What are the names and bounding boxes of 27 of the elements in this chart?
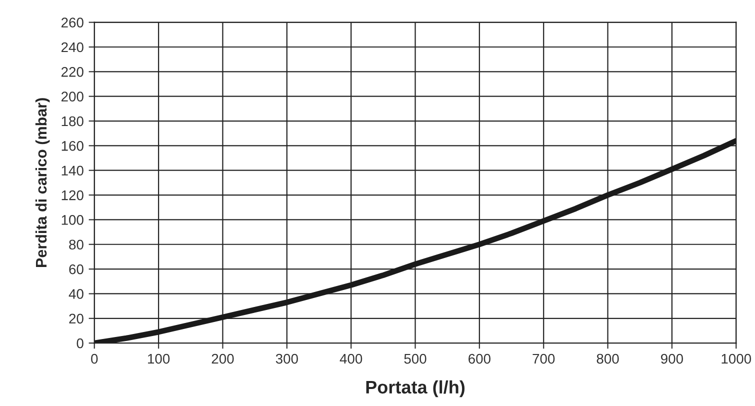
x-tick-label: 900 — [661, 354, 683, 364]
y-tick-label: 120 — [62, 190, 84, 200]
x-tick-label: 400 — [340, 354, 362, 364]
x-tick-label: 0 — [91, 354, 98, 364]
y-tick-label: 40 — [68, 289, 84, 299]
y-tick-label: 20 — [69, 314, 84, 324]
y-tick-label: 220 — [61, 67, 84, 77]
y-tick-label: 60 — [69, 264, 84, 274]
y-tick-label: 180 — [62, 116, 84, 126]
y-tick-label: 200 — [61, 92, 84, 102]
x-tick-label: 800 — [596, 354, 619, 364]
y-tick-label: 260 — [61, 18, 84, 28]
x-tick-label: 700 — [532, 354, 555, 364]
x-tick-label: 300 — [276, 354, 298, 364]
y-tick-label: 100 — [62, 215, 84, 225]
x-axis-title: Portata (l/h) — [366, 380, 465, 398]
x-tick-label: 600 — [468, 354, 490, 364]
y-axis-title: Perdita di carico (mbar) — [35, 98, 50, 267]
x-tick-label: 100 — [148, 354, 170, 364]
y-tick-label: 240 — [61, 42, 84, 52]
y-tick-label: 0 — [76, 338, 84, 348]
y-tick-label: 140 — [62, 166, 84, 176]
x-tick-label: 500 — [404, 354, 426, 364]
y-tick-label: 160 — [62, 141, 84, 151]
x-tick-label: 200 — [212, 354, 234, 364]
x-tick-label: 1000 — [722, 354, 752, 364]
y-tick-label: 80 — [69, 240, 84, 250]
